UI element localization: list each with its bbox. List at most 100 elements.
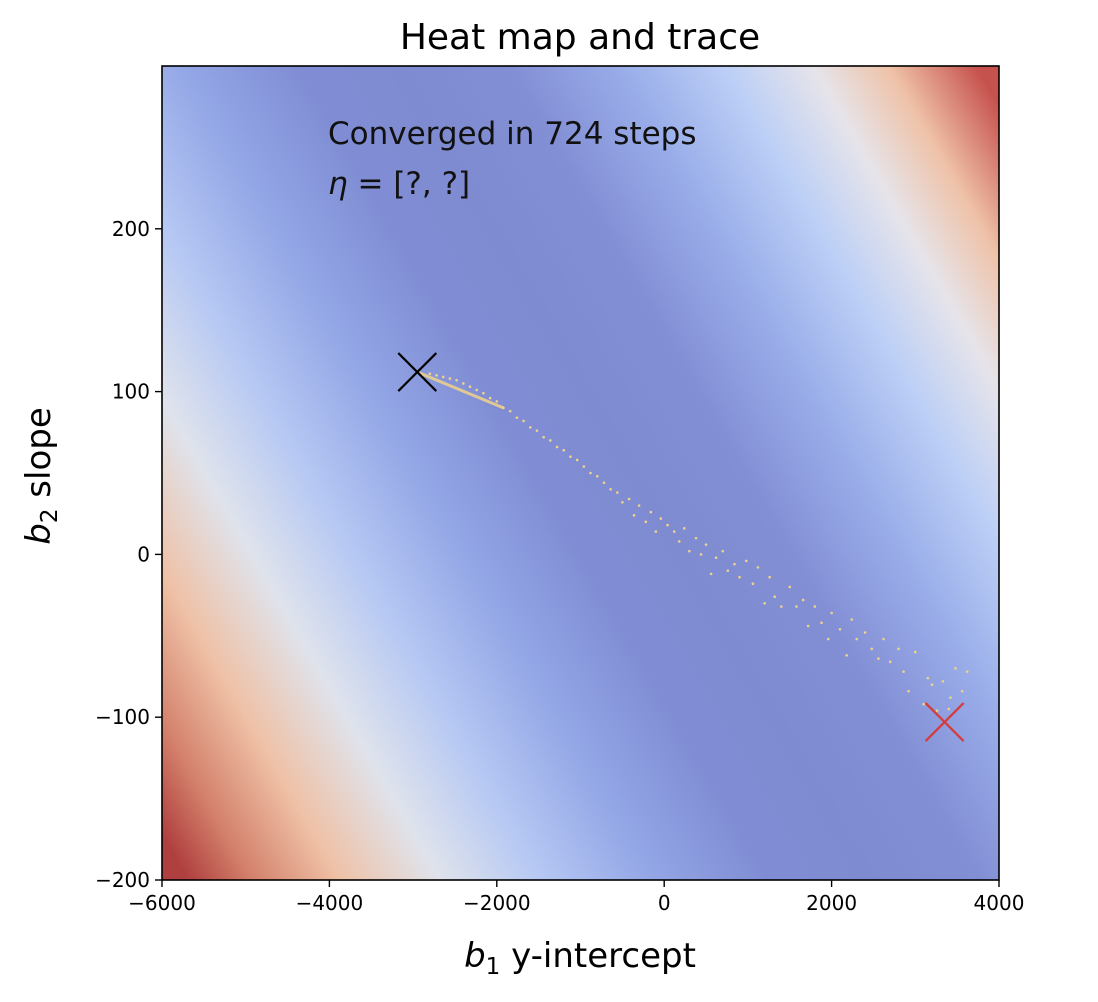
trace-point [888,660,892,664]
convergence-annotation: Converged in 724 steps [328,116,697,152]
trace-point [947,707,951,711]
trace-point [826,637,830,641]
trace-point [462,382,465,385]
trace-point [589,471,592,475]
trace-point [820,621,823,625]
trace-point [654,530,658,533]
trace-point [621,501,624,504]
trace-point [694,536,698,540]
trace-point [528,426,532,429]
trace-point [688,549,691,553]
trace-point [672,530,676,533]
trace-point [930,683,934,686]
trace-point [935,709,939,712]
trace-point [632,514,636,517]
y-tick-label: 200 [112,217,150,241]
end-marker [397,352,438,392]
trace-point [954,667,957,670]
trace-point [922,702,925,706]
trace-point [435,374,438,377]
trace-point [926,676,930,680]
trace-point [475,388,479,392]
trace-point [699,553,703,556]
trace-point [788,585,792,589]
trace-point [768,575,771,579]
trace-point [897,647,900,651]
trace-point [637,504,641,507]
x-axis-label-sub: 1 [486,954,501,980]
trace-point [882,637,885,641]
y-tick-label: −200 [95,868,150,892]
eta-value: = [?, ?] [348,166,471,202]
trace-point [609,487,612,491]
trace-point [569,455,572,459]
trace-point [870,647,874,651]
y-tick-label: 0 [137,542,150,566]
chart-title: Heat map and trace [400,17,760,58]
y-axis-ticks: −200 −100 0 100 200 [95,217,162,892]
y-axis-label: b2 slope [19,407,63,545]
trace-point [549,439,552,442]
trace-point [838,627,842,631]
trace-point [726,569,730,572]
eta-symbol: η [328,166,348,202]
trace-point [428,372,432,375]
trace-point [677,540,681,543]
trace-point [495,400,499,403]
trace-point [555,445,559,449]
trace-point [806,624,810,628]
trace-point [877,657,880,660]
trace-point [709,572,713,576]
trace-point [515,416,519,419]
trace-point [542,435,545,439]
trace-point [965,670,969,673]
trace-point [575,458,579,462]
trace-convergence-line [416,370,505,410]
trace-point [522,419,525,423]
trace-point [751,582,755,586]
trace-point [649,510,653,514]
trace-point [595,474,599,478]
trace-point [602,481,606,485]
x-axis-label-text: y-intercept [500,936,696,976]
x-tick-label: −6000 [128,891,196,915]
y-tick-label: −100 [95,705,150,729]
trace-point [508,409,512,413]
y-axis-label-var: b [19,523,59,545]
trace-point [830,611,833,615]
trace-point [813,605,817,608]
trace-point [773,595,776,599]
trace-point [714,556,718,559]
trace-point [616,491,619,494]
trace [416,370,969,712]
trace-point [659,517,663,520]
trace-point [763,601,766,605]
plot-frame [161,65,1000,881]
trace-point [666,523,669,527]
trace-point [795,605,798,608]
trace-point [780,605,783,608]
trace-point [941,680,945,683]
trace-point [627,497,631,501]
trace-point [855,637,859,641]
trace-point [850,618,853,621]
trace-point [562,448,566,452]
x-axis-ticks: −6000 −4000 −2000 0 2000 4000 [128,880,1024,915]
y-tick-label: 100 [112,380,150,404]
x-tick-label: −2000 [463,891,531,915]
trace-point [441,375,445,379]
trace-point [801,598,805,602]
x-axis-label: b1 y-intercept [464,936,696,980]
trace-point [744,559,748,563]
trace-point [455,378,458,382]
trace-point [902,670,905,673]
trace-point [914,650,917,654]
y-axis-label-sub: 2 [37,509,63,524]
x-tick-label: 4000 [974,891,1025,915]
start-marker [924,702,965,742]
trace-point [682,527,686,530]
trace-point [960,689,964,693]
trace-point [907,689,910,693]
trace-point [502,406,505,410]
